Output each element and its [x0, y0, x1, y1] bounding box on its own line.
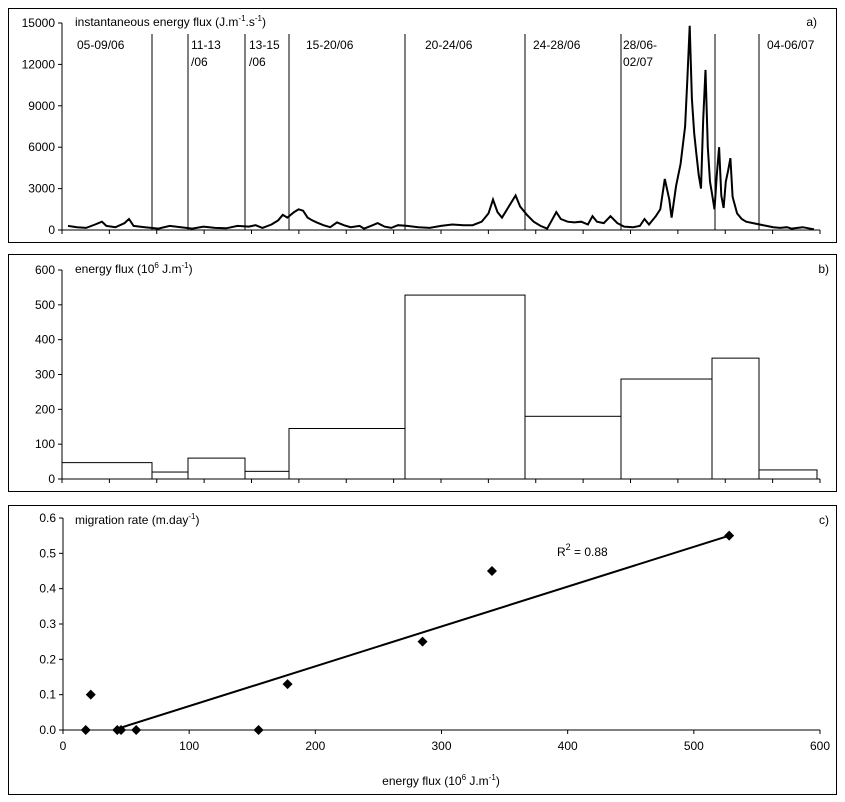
trendline [113, 534, 730, 731]
scatter-point [253, 725, 264, 735]
scatter-point [80, 725, 91, 735]
period-label: 24-28/06 [533, 38, 581, 52]
scatter-point [282, 679, 293, 690]
chart-b-svg: 0 100 200 300 400 500 600 energy flux (106 J.m-… [35, 261, 829, 486]
x-tick-label-c: 0 [60, 739, 67, 753]
y-axis-title-a: instantaneous energy flux (J.m-1.s-1) [75, 14, 266, 29]
period-label: 13-15 [249, 38, 280, 52]
energy-flux-bar [758, 469, 818, 480]
period-label: 20-24/06 [425, 38, 473, 52]
scatter-point [131, 725, 142, 735]
y-tick-label-a: 12000 [22, 57, 56, 71]
energy-flux-bar [404, 294, 526, 480]
y-tick-label-a: 3000 [28, 182, 55, 196]
period-label: 28/06- [623, 38, 657, 52]
period-label: 05-09/06 [77, 38, 125, 52]
panel-instantaneous-energy-flux: 0 3000 6000 9000 12000 15000 05-09/06 11-13/06 1… [8, 8, 837, 243]
energy-flux-bar [61, 462, 153, 480]
y-tick-label-a: 6000 [28, 140, 55, 154]
panel-label-a: a) [806, 15, 817, 29]
r-squared-label: R2 = 0.88 [557, 542, 608, 559]
energy-flux-bar [244, 470, 290, 480]
period-label: /06 [191, 55, 208, 69]
panel-migration-rate-scatter: 0.0 0.1 0.2 0.3 0.4 0.5 0.6 0 100 200 300 400 500 600… [8, 505, 837, 795]
y-tick-label-c: 0.1 [39, 688, 56, 702]
x-tick-label-c: 500 [684, 739, 704, 753]
y-axis-title-c: migration rate (m.day-1) [75, 512, 200, 527]
scatter-point [724, 530, 735, 541]
x-tick-label-c: 400 [558, 739, 578, 753]
y-tick-label-b: 300 [35, 368, 55, 382]
period-label: 11-13 [191, 38, 221, 52]
chart-a-svg: 0 3000 6000 9000 12000 15000 05-09/06 11-13/06 1… [22, 14, 821, 237]
panel-label-b: b) [818, 262, 829, 276]
period-label: 02/07 [623, 55, 653, 69]
y-tick-label-b: 400 [35, 333, 55, 347]
energy-flux-bar [151, 471, 189, 480]
scatter-point [486, 566, 497, 576]
y-tick-label-c: 0.6 [39, 511, 56, 525]
energy-flux-bar [288, 427, 406, 480]
period-label: 04-06/07 [767, 38, 815, 52]
y-tick-label-c: 0.0 [39, 723, 56, 737]
energy-flux-bar [620, 378, 713, 480]
x-tick-label-c: 600 [810, 739, 830, 753]
x-tick-label-c: 200 [305, 739, 325, 753]
panel-label-c: c) [819, 513, 829, 527]
y-tick-label-c: 0.4 [39, 582, 56, 596]
y-tick-label-c: 0.2 [39, 652, 56, 666]
energy-flux-line [67, 25, 815, 231]
y-tick-label-b: 600 [35, 263, 55, 277]
scatter-point [116, 725, 127, 735]
y-tick-label-b: 100 [35, 437, 55, 451]
y-axis-title-b: energy flux (106 J.m-1) [75, 261, 193, 276]
panel-energy-flux-bars: 0 100 200 300 400 500 600 energy flux (106 J.m-… [8, 254, 837, 492]
energy-flux-bar [524, 415, 622, 480]
y-tick-label-a: 9000 [28, 99, 55, 113]
x-tick-label-c: 100 [179, 739, 199, 753]
chart-c-svg: 0.0 0.1 0.2 0.3 0.4 0.5 0.6 0 100 200 300 400 500 600… [39, 511, 830, 788]
y-tick-label-a: 15000 [22, 16, 56, 30]
x-tick-label-c: 300 [431, 739, 451, 753]
energy-flux-bar [711, 357, 760, 480]
y-tick-label-c: 0.5 [39, 546, 56, 560]
scatter-point [417, 636, 428, 647]
energy-flux-bar [187, 457, 246, 480]
period-label: /06 [249, 55, 266, 69]
period-label: 15-20/06 [306, 38, 354, 52]
x-axis-title-c: energy flux (106 J.m-1) [382, 773, 500, 788]
y-tick-label-c: 0.3 [39, 617, 56, 631]
y-tick-label-a: 0 [48, 223, 55, 237]
y-tick-label-b: 200 [35, 402, 55, 416]
y-tick-label-b: 500 [35, 298, 55, 312]
y-tick-label-b: 0 [48, 472, 55, 486]
scatter-point [85, 689, 96, 700]
